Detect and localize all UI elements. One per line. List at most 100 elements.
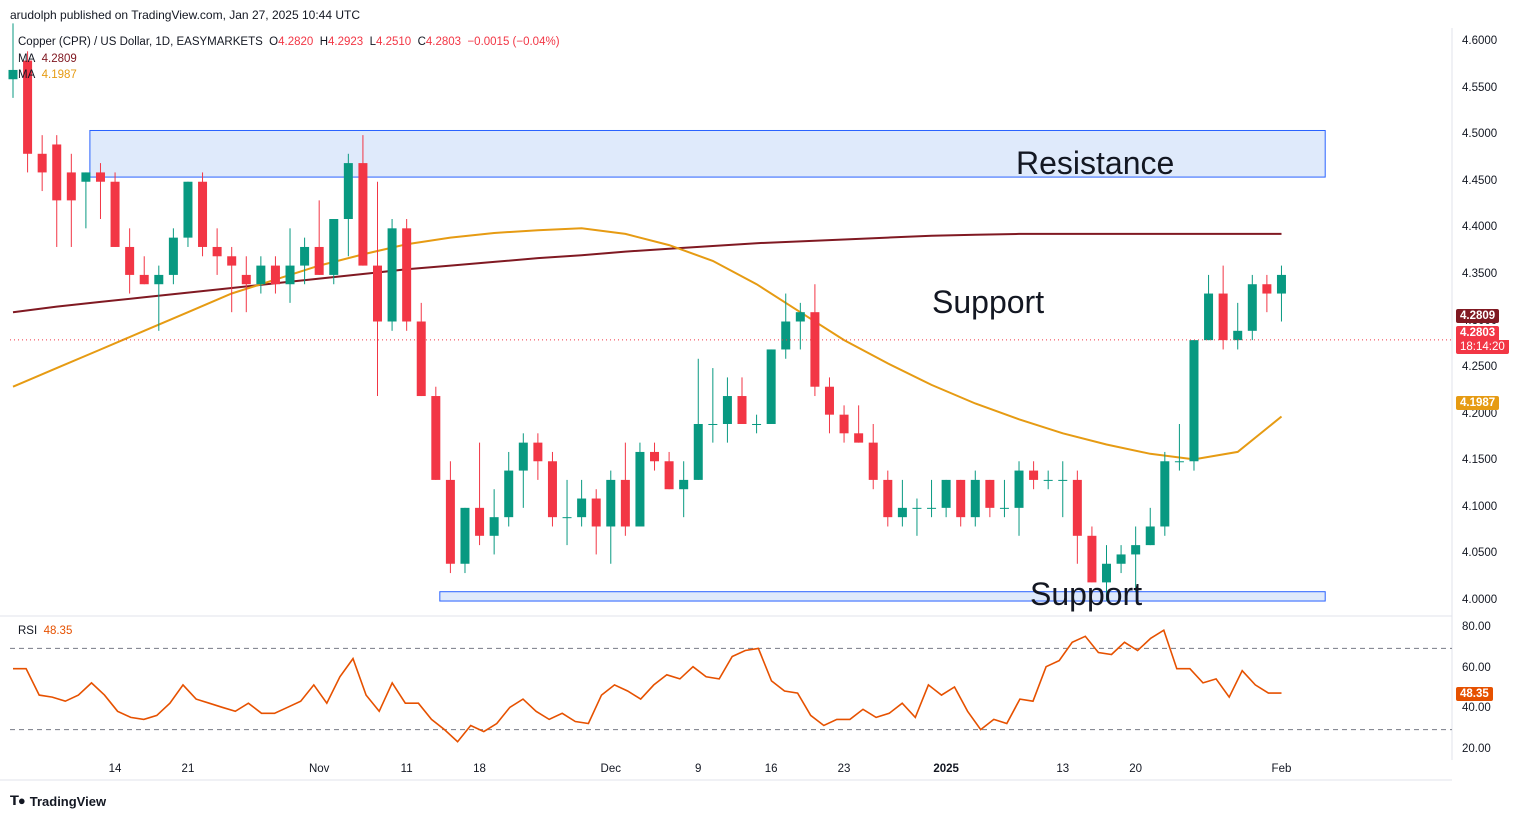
time-tick: 18 [473,763,486,775]
candle-body [489,517,499,536]
candle [445,461,455,574]
ma2-legend[interactable]: MA 4.1987 [18,69,77,81]
candle-body [912,507,922,509]
candle-body [1087,535,1097,583]
candle-body [722,396,732,424]
time-tick: 21 [181,763,195,775]
candle [227,246,237,313]
rsi-legend[interactable]: RSI 48.35 [18,625,73,637]
footer[interactable]: 𝗧● TradingView [10,793,106,809]
candle-body [1218,293,1228,341]
change-value: −0.0015 (−0.04%) [467,36,560,48]
candle [460,507,470,574]
candle-body [1029,470,1039,480]
candle [416,302,426,397]
rsi-tick: 20.00 [1462,742,1491,755]
publish-line: arudolph published on TradingView.com, J… [10,8,361,22]
candle [1233,302,1243,350]
candle [489,489,499,555]
ma-short-line [12,227,1283,461]
candle-body [737,396,747,424]
candle-body [387,228,397,322]
candle-body [23,60,33,154]
candle-body [416,321,426,397]
candle [591,489,601,555]
candle-body [620,479,630,527]
candle [737,377,747,424]
candle-body [1189,340,1199,462]
countdown-badge: 18:14:20 [1456,340,1509,354]
candle [824,377,834,434]
candle-body [139,274,149,285]
candle-body [168,237,178,275]
rsi-value: 48.35 [43,625,73,637]
candle [1204,274,1214,341]
support-annotation-low: Support [1030,576,1143,612]
candle [110,172,120,247]
candle [373,181,382,397]
time-tick: 2025 [933,763,959,775]
price-tick: 4.0000 [1462,594,1498,607]
candle [1276,265,1286,322]
candle [241,256,251,313]
candle-body [125,246,135,275]
candle-body [1160,461,1170,527]
ma2-badge: 4.1987 [1456,396,1500,410]
candle [766,349,776,424]
zone-resistance [89,129,1326,178]
candle-body [95,172,105,182]
candle-body [810,312,820,387]
candle [154,265,164,331]
candle [1218,265,1228,350]
rsi-line [13,628,1282,743]
time-tick: Dec [600,763,621,775]
candle-body [650,451,660,462]
candle [854,405,864,443]
rsi-badge: 48.35 [1456,687,1493,701]
candle-body [1262,284,1272,294]
candle-body [766,349,776,424]
candle [752,414,762,434]
candle-body [81,172,91,182]
candle [37,135,47,192]
candle-body [824,386,834,415]
candle-body [518,442,528,471]
candle [620,442,630,536]
candle-body [110,181,120,247]
candle-body [547,461,557,518]
candle-body [1102,563,1111,583]
ma1-badge: 4.2809 [1456,309,1500,323]
candle-body [270,265,280,285]
ma2-value: 4.1987 [41,69,77,81]
candle [999,479,1009,518]
candle-body [1014,470,1024,508]
candle [402,219,412,331]
brand-name: TradingView [29,793,107,809]
candle [1116,545,1126,574]
ma1-legend[interactable]: MA 4.2809 [18,53,77,65]
candle-body [562,517,572,519]
candle-body [1131,545,1141,555]
candle [956,479,966,527]
candle [1262,274,1272,313]
candle [1247,274,1257,341]
candle [518,433,528,508]
candle-body [1174,461,1184,463]
candle [285,228,295,303]
candle-body [1233,330,1243,341]
candle [912,498,922,536]
support-annotation-mid: Support [932,284,1045,320]
candle [883,470,893,527]
candle-body [606,479,616,527]
candle-body [635,451,645,527]
candle-body [358,163,368,266]
candle [781,293,791,359]
candle-body [212,246,222,257]
candle [650,442,660,471]
candle-body [708,423,718,425]
candle-body [300,246,310,266]
candle-body [431,396,441,480]
candle [431,386,441,480]
